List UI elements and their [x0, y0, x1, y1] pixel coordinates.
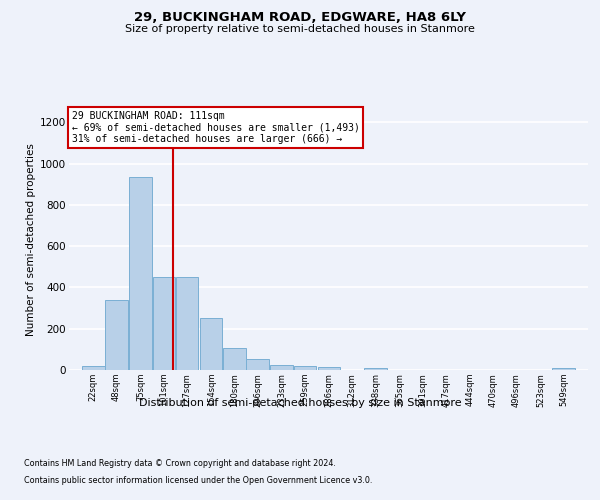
Bar [364, 368, 386, 370]
Bar [271, 365, 293, 370]
Bar [200, 318, 223, 370]
Text: Contains public sector information licensed under the Open Government Licence v3: Contains public sector information licen… [24, 476, 373, 485]
Text: Distribution of semi-detached houses by size in Stanmore: Distribution of semi-detached houses by … [139, 398, 461, 407]
Bar [553, 368, 575, 370]
Bar [152, 277, 175, 370]
Bar [130, 177, 152, 370]
Text: 29 BUCKINGHAM ROAD: 111sqm
← 69% of semi-detached houses are smaller (1,493)
31%: 29 BUCKINGHAM ROAD: 111sqm ← 69% of semi… [71, 112, 359, 144]
Bar [247, 359, 269, 370]
Bar [317, 367, 340, 370]
Text: Size of property relative to semi-detached houses in Stanmore: Size of property relative to semi-detach… [125, 24, 475, 34]
Y-axis label: Number of semi-detached properties: Number of semi-detached properties [26, 144, 36, 336]
Text: Contains HM Land Registry data © Crown copyright and database right 2024.: Contains HM Land Registry data © Crown c… [24, 458, 336, 468]
Text: 29, BUCKINGHAM ROAD, EDGWARE, HA8 6LY: 29, BUCKINGHAM ROAD, EDGWARE, HA8 6LY [134, 11, 466, 24]
Bar [293, 366, 316, 370]
Bar [82, 366, 104, 370]
Bar [223, 348, 245, 370]
Bar [176, 277, 199, 370]
Bar [106, 300, 128, 370]
